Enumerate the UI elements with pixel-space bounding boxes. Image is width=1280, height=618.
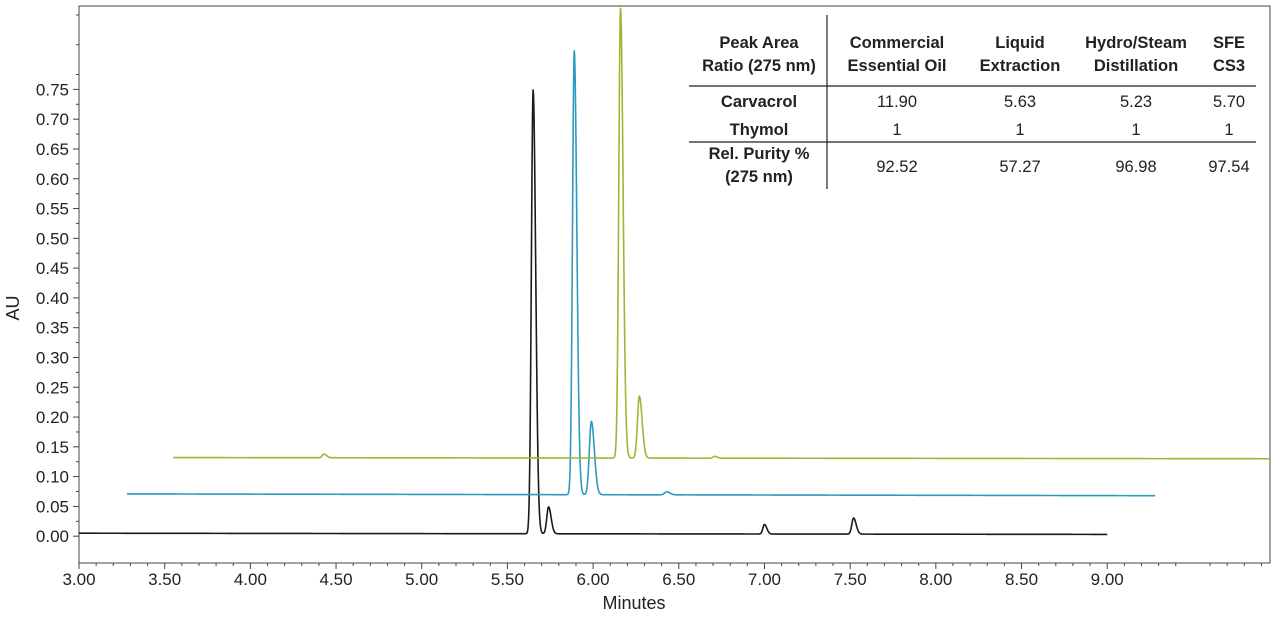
y-tick-label: 0.35 xyxy=(36,319,69,338)
x-tick-label: 6.00 xyxy=(577,570,610,589)
peak-area-ratio-table: Peak Area Ratio (275 nm) Commercial Essenti… xyxy=(682,10,1262,192)
x-tick-label: 6.50 xyxy=(662,570,695,589)
table-row-label: Carvacrol xyxy=(721,93,797,111)
table-value-cell: 1 xyxy=(1224,121,1233,139)
y-tick-label: 0.05 xyxy=(36,497,69,516)
table-header-cell: SFE xyxy=(1213,34,1245,52)
table-value-cell: 1 xyxy=(1131,121,1140,139)
y-tick-label: 0.75 xyxy=(36,80,69,99)
table-value-cell: 57.27 xyxy=(999,158,1040,176)
table-row-label: (275 nm) xyxy=(725,168,793,186)
table-value-cell: 5.70 xyxy=(1213,93,1245,111)
y-tick-label: 0.60 xyxy=(36,170,69,189)
x-tick-label: 8.50 xyxy=(1005,570,1038,589)
y-tick-label: 0.30 xyxy=(36,348,69,367)
table-row-label: Thymol xyxy=(730,121,789,139)
table-header-cell: Liquid xyxy=(995,34,1044,52)
table-value-cell: 97.54 xyxy=(1208,158,1249,176)
table-header-cell: Essential Oil xyxy=(847,57,946,75)
y-axis-title: AU xyxy=(3,295,23,320)
y-tick-label: 0.20 xyxy=(36,408,69,427)
x-tick-label: 3.50 xyxy=(148,570,181,589)
plot-frame xyxy=(78,5,1271,564)
x-axis-title: Minutes xyxy=(602,593,665,613)
table-value-cell: 5.23 xyxy=(1120,93,1152,111)
table-header-cell: Commercial xyxy=(850,34,944,52)
y-tick-label: 0.40 xyxy=(36,289,69,308)
x-tick-label: 7.50 xyxy=(834,570,867,589)
x-tick-label: 5.50 xyxy=(491,570,524,589)
x-tick-label: 7.00 xyxy=(748,570,781,589)
x-tick-label: 9.00 xyxy=(1091,570,1124,589)
y-tick-label: 0.65 xyxy=(36,140,69,159)
trace-1 xyxy=(78,89,1108,536)
table-background xyxy=(682,10,1262,192)
plot-axes: 3.00 3.50 4.00 4.50 5.00 5.50 6.00 6.50 7.00 7.50… xyxy=(36,5,1271,589)
table-row-label: Rel. Purity % xyxy=(709,145,810,163)
y-tick-label: 0.55 xyxy=(36,200,69,219)
table-value-cell: 5.63 xyxy=(1004,93,1036,111)
y-tick-label: 0.50 xyxy=(36,229,69,248)
x-tick-label: 3.00 xyxy=(62,570,95,589)
table-header-cell: Extraction xyxy=(980,57,1061,75)
table-value-cell: 11.90 xyxy=(877,93,917,111)
table-header-cell: Hydro/Steam xyxy=(1085,34,1187,52)
trace-3 xyxy=(172,7,1271,460)
table-value-cell: 1 xyxy=(892,121,901,139)
table-header-cell: Peak Area xyxy=(719,34,799,52)
y-tick-label: 0.45 xyxy=(36,259,69,278)
table-header-cell: Ratio (275 nm) xyxy=(702,57,816,75)
table-header-cell: Distillation xyxy=(1094,57,1178,75)
x-tick-label: 4.50 xyxy=(320,570,353,589)
y-tick-label: 0.25 xyxy=(36,378,69,397)
y-tick-label: 0.00 xyxy=(36,527,69,546)
y-tick-label: 0.15 xyxy=(36,438,69,457)
table-value-cell: 96.98 xyxy=(1115,158,1156,176)
y-tick-label: 0.10 xyxy=(36,468,69,487)
y-tick-label: 0.70 xyxy=(36,110,69,129)
table-header-cell: CS3 xyxy=(1213,57,1245,75)
chromatogram-traces xyxy=(78,7,1271,536)
x-tick-label: 5.00 xyxy=(405,570,438,589)
x-tick-label: 8.00 xyxy=(919,570,952,589)
x-tick-label: 4.00 xyxy=(234,570,267,589)
trace-2 xyxy=(126,50,1156,497)
table-value-cell: 92.52 xyxy=(876,158,917,176)
table-value-cell: 1 xyxy=(1015,121,1024,139)
